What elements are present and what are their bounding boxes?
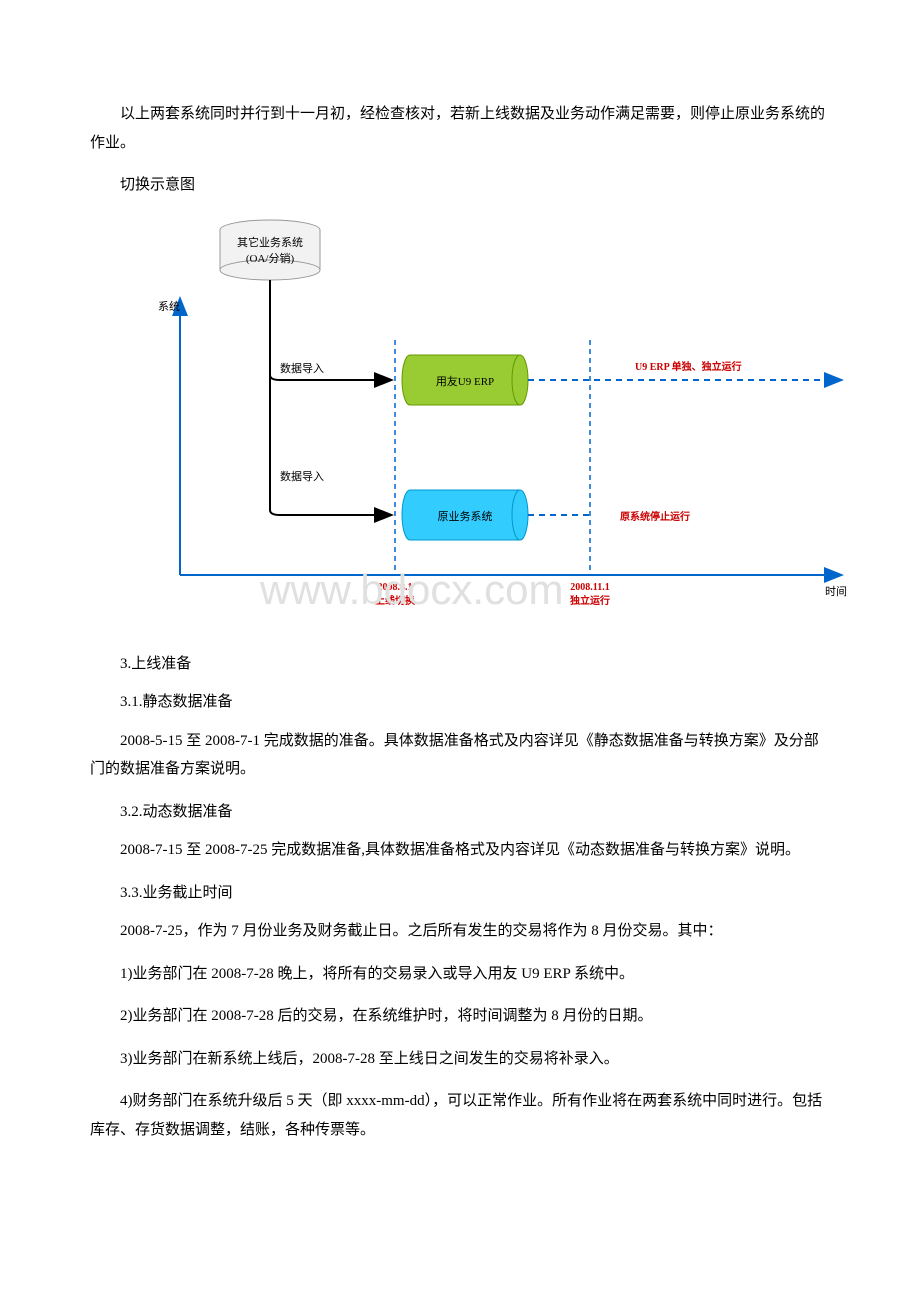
para-3-3-3: 3)业务部门在新系统上线后，2008-7-28 至上线日之间发生的交易将补录入。 bbox=[90, 1045, 830, 1074]
milestone2-date: 2008.11.1 bbox=[570, 582, 609, 593]
diagram-title: 切换示意图 bbox=[90, 171, 830, 200]
milestone2-label: 独立运行 bbox=[570, 594, 610, 607]
other-system-line1: 其它业务系统 bbox=[237, 235, 303, 249]
connector-to-orig bbox=[270, 510, 390, 515]
intro-paragraph: 以上两套系统同时并行到十一月初，经检查核对，若新上线数据及业务动作满足需要，则停… bbox=[90, 100, 830, 157]
erp-cylinder: 用友U9 ERP bbox=[402, 355, 528, 405]
orig-cylinder: 原业务系统 bbox=[402, 490, 528, 540]
other-system-line2: (OA/分销) bbox=[246, 251, 295, 265]
other-system-cylinder: 其它业务系统 (OA/分销) bbox=[220, 220, 320, 280]
para-3-2: 2008-7-15 至 2008-7-25 完成数据准备,具体数据准备格式及内容… bbox=[90, 836, 830, 865]
para-3-3-4: 4)财务部门在系统升级后 5 天（即 xxxx-mm-dd），可以正常作业。所有… bbox=[90, 1087, 830, 1144]
section-3: 3.上线准备 bbox=[90, 650, 830, 679]
y-axis-label: 系统 bbox=[158, 300, 180, 313]
connector-to-erp bbox=[270, 375, 390, 380]
orig-cylinder-text: 原业务系统 bbox=[438, 510, 493, 523]
para-3-1: 2008-5-15 至 2008-7-1 完成数据的准备。具体数据准备格式及内容… bbox=[90, 727, 830, 784]
milestone1-label: 上线切换 bbox=[375, 594, 416, 607]
section-3-1: 3.1.静态数据准备 bbox=[90, 688, 830, 717]
erp-cylinder-text: 用友U9 ERP bbox=[436, 374, 494, 388]
data-import-label-1: 数据导入 bbox=[280, 361, 324, 375]
para-3-3-1: 1)业务部门在 2008-7-28 晚上，将所有的交易录入或导入用友 U9 ER… bbox=[90, 960, 830, 989]
section-3-2: 3.2.动态数据准备 bbox=[90, 798, 830, 827]
para-3-3-2: 2)业务部门在 2008-7-28 后的交易，在系统维护时，将时间调整为 8 月… bbox=[90, 1002, 830, 1031]
data-import-label-2: 数据导入 bbox=[280, 469, 324, 483]
erp-run-label: U9 ERP 单独、独立运行 bbox=[635, 360, 742, 373]
x-axis-label: 时间 bbox=[825, 585, 847, 598]
switchover-diagram: www.bdocx.com 系统 时间 其它业务系统 (OA bbox=[140, 210, 860, 630]
diagram-svg: 系统 时间 其它业务系统 (OA/分销) 数据导入 数据导入 2008.8.1 … bbox=[140, 210, 860, 630]
orig-stop-label: 原系统停止运行 bbox=[620, 510, 690, 523]
milestone1-date: 2008.8.1 bbox=[378, 582, 413, 593]
section-3-3: 3.3.业务截止时间 bbox=[90, 879, 830, 908]
para-3-3a: 2008-7-25，作为 7 月份业务及财务截止日。之后所有发生的交易将作为 8… bbox=[90, 917, 830, 946]
